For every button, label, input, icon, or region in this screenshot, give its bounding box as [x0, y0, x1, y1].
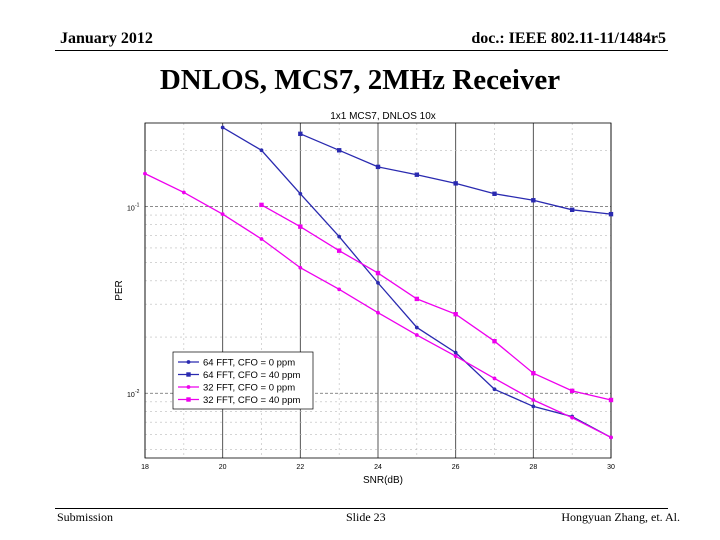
- y-tick-label: 10: [127, 206, 135, 213]
- series-4-point: [414, 296, 420, 302]
- chart-series: [143, 125, 614, 440]
- legend-swatch-marker: [186, 372, 191, 377]
- series-2-point: [492, 191, 497, 196]
- x-tick-label: 20: [219, 464, 227, 471]
- series-2-point: [531, 198, 536, 203]
- series-3-point: [453, 354, 458, 359]
- series-3-point: [376, 310, 380, 315]
- y-tick-exponent: -1: [135, 203, 140, 209]
- plot-frame: [144, 122, 612, 459]
- series-1-point: [220, 125, 225, 130]
- series-3-point: [181, 190, 186, 195]
- series-4-point: [298, 224, 303, 229]
- series-2-point: [298, 131, 303, 137]
- series-4-point: [259, 202, 264, 208]
- series-4-point: [336, 248, 342, 253]
- y-axis-label: PER: [114, 280, 125, 301]
- series-3-point: [337, 287, 342, 292]
- series-3-point: [143, 171, 147, 176]
- y-tick-exponent: -2: [135, 389, 140, 395]
- series-3-point: [492, 376, 497, 381]
- series-2-point: [569, 207, 575, 213]
- footer-slide-number: Slide 23: [346, 510, 386, 524]
- series-4-point: [608, 397, 614, 403]
- legend-swatch-marker: [186, 360, 191, 364]
- legend-entry: 64 FFT, CFO = 40 ppm: [203, 370, 300, 381]
- series-3-point: [220, 212, 225, 217]
- series-3-point: [298, 265, 303, 270]
- x-tick-label: 24: [374, 464, 382, 471]
- x-tick-label: 28: [529, 464, 537, 471]
- series-2-point: [336, 148, 342, 153]
- series-2-point: [453, 181, 458, 186]
- series-4-point: [375, 270, 381, 276]
- series-line-4: [261, 204, 612, 401]
- header-doc-id: doc.: IEEE 802.11-11/1484r5: [471, 30, 666, 47]
- legend-entry: 32 FFT, CFO = 40 ppm: [203, 395, 300, 406]
- series-4-point: [492, 338, 497, 344]
- header-date: January 2012: [60, 30, 153, 47]
- series-2-point: [414, 172, 420, 177]
- series-3-point: [531, 398, 536, 402]
- series-3-point: [414, 333, 419, 337]
- series-3-point: [609, 435, 613, 440]
- series-3-point: [570, 415, 575, 420]
- footer-author: Hongyuan Zhang, et. Al.: [561, 510, 680, 524]
- footer-submission: Submission: [57, 510, 114, 524]
- footer-rule: [55, 508, 668, 509]
- series-1-point: [259, 148, 264, 153]
- series-3-point: [259, 237, 264, 241]
- y-tick-label: 10: [127, 392, 135, 399]
- x-tick-label: 26: [452, 464, 460, 471]
- y-axis-ticks: 10-110-2: [127, 203, 140, 400]
- series-4-point: [569, 388, 575, 394]
- series-1-point: [492, 387, 497, 392]
- x-axis-label: SNR(dB): [363, 475, 403, 486]
- series-2-point: [375, 164, 381, 170]
- x-axis-ticks: 18 20 22 24 26 28 30: [141, 464, 615, 471]
- header-rule: [55, 50, 668, 51]
- series-4-point: [453, 312, 458, 317]
- chart-grid: [144, 123, 612, 458]
- legend-entry: 64 FFT, CFO = 0 ppm: [203, 358, 295, 369]
- series-1-point: [414, 325, 419, 330]
- legend-entry: 32 FFT, CFO = 0 ppm: [203, 383, 295, 394]
- x-tick-label: 18: [141, 464, 149, 471]
- x-tick-label: 30: [607, 464, 615, 471]
- legend-swatch-marker: [186, 397, 191, 402]
- chart-title: 1x1 MCS7, DNLOS 10x: [330, 111, 436, 122]
- series-1-point: [531, 404, 536, 409]
- series-1-point: [376, 280, 380, 285]
- slide-title: DNLOS, MCS7, 2MHz Receiver: [159, 64, 561, 96]
- series-1-point: [453, 350, 458, 355]
- series-4-point: [531, 371, 536, 376]
- x-tick-label: 22: [296, 464, 304, 471]
- series-2-point: [608, 211, 614, 217]
- series-1-point: [337, 234, 342, 239]
- series-1-point: [298, 191, 303, 196]
- legend-swatch-marker: [186, 385, 191, 389]
